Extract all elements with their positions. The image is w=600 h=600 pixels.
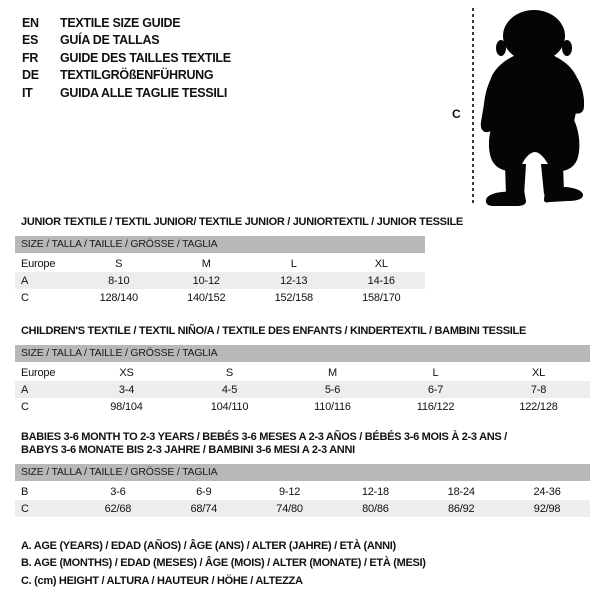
row-label-cell: A bbox=[21, 383, 29, 396]
size-cell: 68/74 bbox=[190, 502, 217, 515]
language-row-it: IT GUIDA ALLE TAGLIE TESSILI bbox=[22, 84, 231, 102]
row-label-cell: A bbox=[21, 274, 29, 287]
size-cell: 24-36 bbox=[533, 485, 561, 498]
size-cell: 80/86 bbox=[362, 502, 389, 515]
size-cell: XL bbox=[531, 366, 546, 379]
language-label: TEXTILE SIZE GUIDE bbox=[60, 15, 181, 30]
row-label-cell: C bbox=[21, 291, 29, 304]
size-cell: S bbox=[115, 257, 123, 270]
row-label-cell: Europe bbox=[21, 257, 56, 270]
size-band-junior: SIZE / TALLA / TAILLE / GRÖSSE / TAGLIA bbox=[15, 236, 425, 253]
table-row: C 98/104 104/110 110/116 116/122 122/128 bbox=[15, 398, 590, 415]
size-cell: 122/128 bbox=[519, 400, 558, 413]
size-cell: 116/122 bbox=[416, 400, 455, 413]
size-cell: 18-24 bbox=[447, 485, 475, 498]
height-marker-line bbox=[472, 8, 474, 206]
size-cell: M bbox=[328, 366, 337, 379]
section-title-children: CHILDREN'S TEXTILE / TEXTIL NIÑO/A / TEX… bbox=[21, 325, 526, 337]
size-band-babies: SIZE / TALLA / TAILLE / GRÖSSE / TAGLIA bbox=[15, 464, 590, 481]
table-row: B 3-6 6-9 9-12 12-18 18-24 24-36 bbox=[15, 483, 590, 500]
row-label-cell: C bbox=[21, 400, 29, 413]
size-cell: 62/68 bbox=[104, 502, 132, 515]
size-cell: XS bbox=[119, 366, 134, 379]
size-cell: 98/104 bbox=[110, 400, 143, 413]
language-code: DE bbox=[22, 68, 39, 83]
table-children: SIZE / TALLA / TAILLE / GRÖSSE / TAGLIA … bbox=[15, 345, 590, 415]
size-cell: 158/170 bbox=[362, 291, 401, 304]
size-cell: XL bbox=[374, 257, 388, 270]
table-row: Europe XS S M L XL bbox=[15, 364, 590, 381]
size-cell: 12-18 bbox=[361, 485, 389, 498]
row-label-cell: B bbox=[21, 485, 29, 498]
row-label-cell: C bbox=[21, 502, 29, 515]
size-cell: 74/80 bbox=[276, 502, 303, 515]
language-label: TEXTILGRÖßENFÜHRUNG bbox=[60, 68, 214, 83]
table-row: C 62/68 68/74 74/80 80/86 86/92 92/98 bbox=[15, 500, 590, 517]
legend-line-c: C. (cm) HEIGHT / ALTURA / HAUTEUR / HÖHE… bbox=[21, 574, 303, 587]
size-cell: 9-12 bbox=[278, 485, 301, 498]
language-row-fr: FR GUIDE DES TAILLES TEXTILE bbox=[22, 49, 231, 67]
legend-line-b: B. AGE (MONTHS) / EDAD (MESES) / ÂGE (MO… bbox=[21, 557, 426, 570]
language-row-es: ES GUÍA DE TALLAS bbox=[22, 32, 231, 50]
language-label: GUIDA ALLE TAGLIE TESSILI bbox=[60, 85, 228, 100]
size-cell: 14-16 bbox=[367, 274, 395, 287]
row-label-cell: Europe bbox=[21, 366, 56, 379]
size-cell: 10-12 bbox=[192, 274, 220, 287]
language-label: GUIDE DES TAILLES TEXTILE bbox=[60, 50, 231, 65]
language-code: EN bbox=[22, 15, 39, 30]
size-cell: 128/140 bbox=[99, 291, 139, 304]
size-cell: 6-9 bbox=[196, 485, 212, 498]
size-cell: 8-10 bbox=[108, 274, 130, 287]
section-title-babies-line1: BABIES 3-6 MONTH TO 2-3 YEARS / BEBÉS 3-… bbox=[21, 431, 507, 443]
size-cell: 152/158 bbox=[274, 291, 314, 304]
size-cell: 3-6 bbox=[110, 485, 126, 498]
language-row-de: DE TEXTILGRÖßENFÜHRUNG bbox=[22, 67, 231, 85]
size-cell: 4-5 bbox=[221, 383, 238, 396]
size-cell: 140/152 bbox=[187, 291, 226, 304]
language-list: EN TEXTILE SIZE GUIDE ES GUÍA DE TALLAS … bbox=[22, 14, 231, 102]
size-cell: 104/110 bbox=[210, 400, 249, 413]
baby-figure: C bbox=[446, 4, 596, 212]
size-cell: 86/92 bbox=[447, 502, 475, 515]
table-junior: SIZE / TALLA / TAILLE / GRÖSSE / TAGLIA … bbox=[15, 236, 425, 306]
section-title-junior: JUNIOR TEXTILE / TEXTIL JUNIOR/ TEXTILE … bbox=[21, 216, 463, 228]
section-title-babies: BABIES 3-6 MONTH TO 2-3 YEARS / BEBÉS 3-… bbox=[21, 431, 600, 457]
legend-line-a: A. AGE (YEARS) / EDAD (AÑOS) / ÂGE (ANS)… bbox=[21, 539, 396, 552]
size-cell: L bbox=[290, 257, 297, 270]
table-row: Europe S M L XL bbox=[15, 255, 425, 272]
size-tables: JUNIOR TEXTILE / TEXTIL JUNIOR/ TEXTILE … bbox=[0, 216, 600, 590]
legend-list: A. AGE (YEARS) / EDAD (AÑOS) / ÂGE (ANS)… bbox=[21, 537, 600, 590]
size-cell: 92/98 bbox=[533, 502, 561, 515]
size-cell: 110/116 bbox=[314, 400, 351, 413]
size-cell: L bbox=[432, 366, 439, 379]
height-marker-label: C bbox=[452, 107, 461, 121]
table-row: C 128/140 140/152 152/158 158/170 bbox=[15, 289, 425, 306]
size-cell: M bbox=[201, 257, 211, 270]
size-cell: 6-7 bbox=[427, 383, 444, 396]
language-row-en: EN TEXTILE SIZE GUIDE bbox=[22, 14, 231, 32]
language-label: GUÍA DE TALLAS bbox=[60, 33, 160, 48]
table-row: A 3-4 4-5 5-6 6-7 7-8 bbox=[15, 381, 590, 398]
size-cell: 5-6 bbox=[324, 383, 341, 396]
size-cell: 3-4 bbox=[118, 383, 135, 396]
baby-silhouette-icon bbox=[480, 10, 584, 206]
section-title-babies-line2: BABYS 3-6 MONATE BIS 2-3 JAHRE / BAMBINI… bbox=[21, 444, 355, 456]
size-band-children: SIZE / TALLA / TAILLE / GRÖSSE / TAGLIA bbox=[15, 345, 590, 362]
table-babies: SIZE / TALLA / TAILLE / GRÖSSE / TAGLIA … bbox=[15, 464, 590, 517]
table-row: A 8-10 10-12 12-13 14-16 bbox=[15, 272, 425, 289]
language-code: ES bbox=[22, 33, 39, 48]
size-cell: 12-13 bbox=[280, 274, 308, 287]
size-cell: 7-8 bbox=[530, 383, 547, 396]
language-code: IT bbox=[22, 85, 33, 100]
language-code: FR bbox=[22, 50, 39, 65]
size-cell: S bbox=[225, 366, 234, 379]
